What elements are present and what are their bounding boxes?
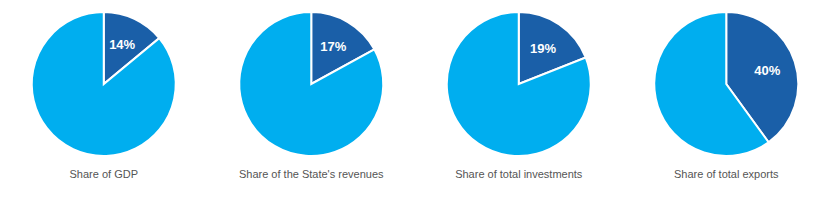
slices	[32, 12, 176, 156]
pie-slice	[239, 12, 383, 156]
pie-panel: 17% Share of the State's revenues	[239, 12, 384, 180]
slices	[654, 12, 798, 156]
data-labels: 14%	[109, 37, 135, 52]
data-label: 19%	[530, 41, 556, 56]
pie-panel: 14% Share of GDP	[32, 12, 176, 180]
data-labels: 17%	[320, 39, 346, 54]
data-labels: 19%	[530, 41, 556, 56]
data-label: 17%	[320, 39, 346, 54]
pie-slice	[447, 12, 591, 156]
pie-slice	[32, 12, 176, 156]
data-labels: 40%	[754, 63, 780, 78]
pie-panel: 19% Share of total investments	[447, 12, 591, 180]
slices	[239, 12, 383, 156]
chart-label: Share of the State's revenues	[239, 168, 384, 180]
chart-label: Share of GDP	[70, 168, 138, 180]
chart-label: Share of total investments	[455, 168, 583, 180]
chart-label: Share of total exports	[674, 168, 779, 180]
data-label: 14%	[109, 37, 135, 52]
pie-panel: 40% Share of total exports	[654, 12, 798, 180]
pie-slice	[654, 12, 768, 156]
slices	[447, 12, 591, 156]
chart-root: 14% Share of GDP 17% Share of the State's r…	[0, 0, 830, 212]
data-label: 40%	[754, 63, 780, 78]
